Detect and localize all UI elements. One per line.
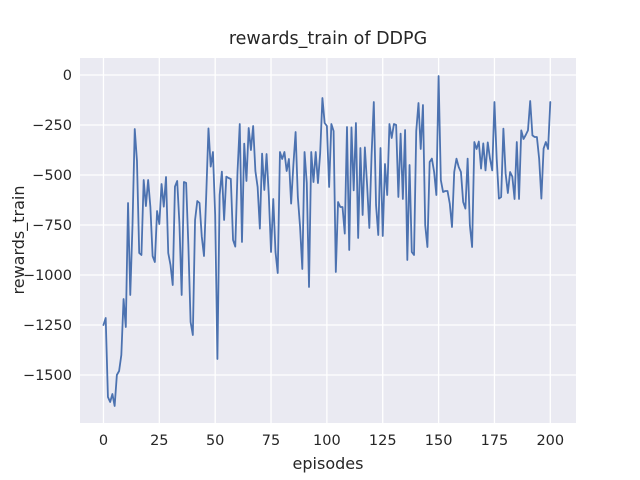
gridlines [80, 58, 576, 423]
chart-title: rewards_train of DDPG [229, 29, 427, 49]
x-tick-labels: 0 25 50 75 100 125 150 175 200 [99, 433, 564, 449]
plot-area [80, 58, 576, 423]
x-tick-label: 100 [313, 433, 341, 449]
rewards-train-series [102, 75, 552, 407]
y-tick-label: −1250 [23, 318, 72, 334]
y-tick-label: −750 [32, 218, 72, 234]
y-tick-label: −500 [32, 168, 72, 184]
x-tick-label: 125 [369, 433, 397, 449]
y-tick-label: −250 [32, 118, 72, 134]
x-tick-label: 200 [536, 433, 564, 449]
reward-line [102, 75, 552, 407]
x-tick-label: 175 [481, 433, 509, 449]
y-tick-label: −1500 [23, 368, 72, 384]
x-tick-label: 25 [150, 433, 168, 449]
x-tick-label: 50 [206, 433, 224, 449]
y-tick-label: −1000 [23, 268, 72, 284]
x-axis-label: episodes [293, 454, 364, 473]
y-tick-labels: 0 −250 −500 −750 −1000 −1250 −1500 [23, 68, 72, 384]
y-tick-label: 0 [63, 68, 72, 84]
x-tick-label: 75 [262, 433, 280, 449]
y-axis-label: rewards_train [9, 186, 29, 295]
x-tick-label: 0 [99, 433, 108, 449]
x-tick-label: 150 [425, 433, 453, 449]
